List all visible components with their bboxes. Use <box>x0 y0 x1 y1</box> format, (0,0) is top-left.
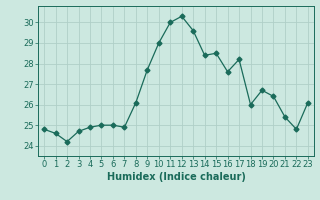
X-axis label: Humidex (Indice chaleur): Humidex (Indice chaleur) <box>107 172 245 182</box>
